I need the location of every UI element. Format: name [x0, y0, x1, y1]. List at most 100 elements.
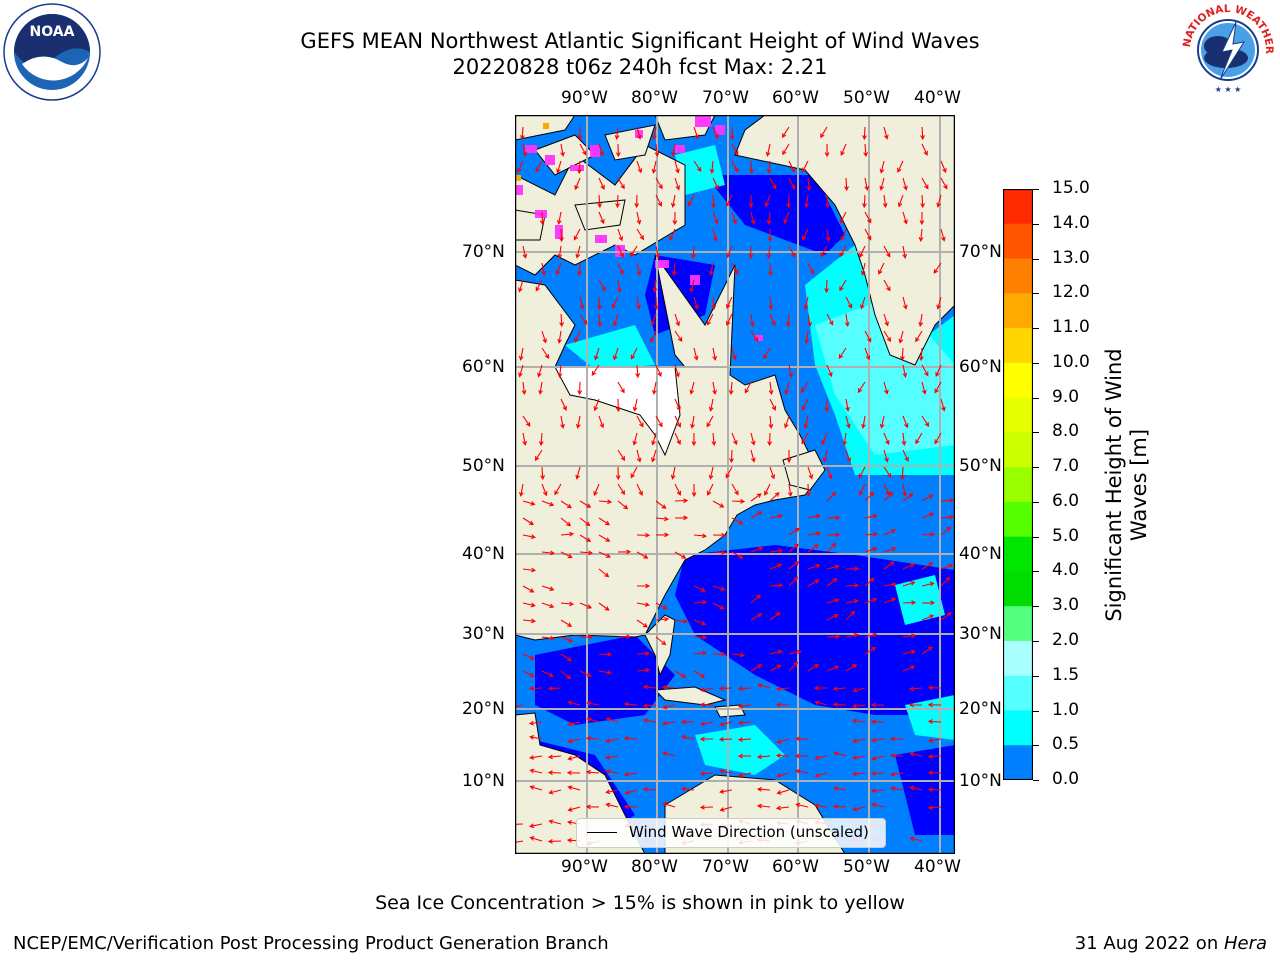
- colorbar-swatch: [1003, 501, 1033, 538]
- wind-wave-arrow: [521, 381, 527, 396]
- wind-wave-arrow: [560, 551, 573, 559]
- wind-wave-arrow: [826, 491, 837, 502]
- wind-wave-arrow: [706, 483, 714, 496]
- lon-label-bottom-70w: 70°W: [702, 857, 749, 877]
- wind-wave-arrow: [548, 819, 562, 825]
- wind-wave-arrow: [826, 313, 834, 326]
- wind-wave-arrow: [898, 330, 904, 344]
- wind-wave-arrow: [711, 296, 717, 311]
- wind-wave-arrow: [522, 517, 535, 526]
- wind-wave-arrow: [560, 531, 575, 537]
- wind-wave-arrow: [750, 613, 763, 621]
- wind-wave-arrow: [617, 549, 632, 555]
- wind-wave-arrow: [902, 665, 916, 672]
- wind-wave-arrow: [902, 493, 914, 502]
- nws-logo-icon: NATIONAL WEATHER SERVICE ★ ★ ★: [1174, 0, 1275, 97]
- wind-wave-arrow: [902, 649, 916, 655]
- wind-wave-arrow: [902, 296, 908, 310]
- svg-text:NOAA: NOAA: [30, 24, 75, 40]
- wind-wave-arrow: [902, 415, 909, 429]
- wind-wave-arrow: [537, 364, 543, 378]
- wind-wave-arrow: [712, 126, 719, 140]
- wind-wave-arrow: [845, 415, 851, 429]
- wind-wave-arrow: [535, 160, 543, 173]
- wind-wave-arrow: [826, 634, 841, 640]
- wind-wave-arrow: [820, 245, 828, 258]
- colorbar-swatch: [1003, 362, 1033, 399]
- wind-wave-arrow: [909, 785, 923, 791]
- wind-wave-arrow: [577, 381, 583, 396]
- wind-wave-arrow: [900, 466, 905, 481]
- map-subtitle: 20220828 t06z 240h fcst Max: 2.21: [452, 55, 828, 79]
- colorbar-tick-label: 4.0: [1052, 560, 1080, 581]
- wind-wave-arrow: [783, 415, 790, 429]
- wind-wave-arrow: [769, 492, 780, 502]
- wind-wave-arrow: [693, 670, 706, 678]
- credit-branch: NCEP/EMC/Verification Post Processing Pr…: [13, 933, 609, 954]
- wind-wave-arrow: [636, 296, 641, 310]
- wind-wave-arrow: [864, 531, 879, 537]
- wind-wave-arrow: [593, 483, 600, 497]
- lat-label-right-70n: 70°N: [959, 242, 1002, 262]
- wind-wave-arrow: [908, 702, 923, 708]
- wind-wave-arrow: [927, 787, 942, 792]
- lat-label-right-10n: 10°N: [959, 771, 1002, 791]
- wind-wave-arrow: [756, 786, 771, 792]
- wind-wave-arrow: [559, 228, 564, 243]
- wind-wave-arrow: [871, 755, 885, 761]
- wind-wave-arrow: [908, 686, 923, 692]
- wind-wave-arrow: [864, 597, 878, 604]
- wind-wave-arrow: [623, 735, 638, 741]
- wind-wave-arrow: [766, 245, 772, 260]
- wind-wave-arrow: [577, 160, 582, 175]
- wind-wave-arrow: [575, 245, 581, 259]
- wind-wave-arrow: [693, 296, 699, 310]
- wind-wave-arrow: [529, 836, 543, 842]
- wind-wave-arrow: [567, 700, 581, 706]
- wind-wave-arrow: [591, 364, 600, 376]
- wind-wave-arrow: [712, 381, 717, 395]
- wind-wave-arrow: [883, 279, 891, 292]
- wind-wave-arrow: [560, 670, 572, 680]
- wind-wave-arrow: [674, 160, 680, 174]
- wind-wave-arrow: [851, 771, 866, 777]
- wind-wave-arrow: [807, 664, 820, 672]
- wind-wave-arrow: [699, 702, 714, 707]
- wind-wave-arrow: [844, 177, 849, 192]
- wind-wave-arrow: [807, 313, 813, 327]
- wind-wave-arrow: [807, 513, 821, 519]
- wind-wave-arrow: [624, 789, 638, 795]
- colorbar-swatch: [1003, 328, 1033, 364]
- wind-wave-arrow: [750, 594, 761, 604]
- wind-wave-arrow: [845, 610, 856, 621]
- colorbar-swatch: [1003, 432, 1033, 468]
- wind-wave-arrow: [598, 602, 610, 611]
- wind-wave-arrow: [690, 245, 696, 260]
- wind-wave-arrow: [597, 313, 603, 328]
- wind-wave-arrow: [708, 466, 714, 480]
- wind-wave-arrow: [936, 194, 942, 208]
- wind-wave-arrow: [918, 347, 924, 362]
- wind-wave-arrow: [775, 805, 790, 811]
- wind-wave-arrow: [814, 772, 828, 778]
- wind-wave-arrow: [711, 432, 717, 447]
- wind-wave-arrow: [598, 177, 605, 190]
- lat-label-right-60n: 60°N: [959, 357, 1002, 377]
- wind-wave-arrow: [617, 381, 625, 394]
- wind-wave-arrow: [921, 562, 934, 570]
- wind-wave-arrow: [674, 515, 689, 521]
- wind-wave-arrow: [825, 228, 831, 243]
- wind-wave-arrow: [882, 194, 888, 209]
- wind-wave-arrow: [768, 262, 773, 277]
- wind-wave-arrow: [557, 364, 563, 379]
- wind-wave-arrow: [940, 576, 951, 587]
- wind-wave-arrow: [674, 364, 680, 378]
- wind-wave-arrow: [693, 160, 702, 172]
- wind-wave-arrow: [636, 262, 642, 276]
- wind-wave-arrow: [731, 347, 737, 361]
- wind-wave-arrow: [655, 602, 668, 610]
- wind-wave-arrow: [801, 160, 809, 173]
- wind-wave-arrow: [579, 602, 593, 609]
- wind-wave-arrow: [586, 701, 600, 706]
- wind-wave-arrow: [845, 398, 850, 412]
